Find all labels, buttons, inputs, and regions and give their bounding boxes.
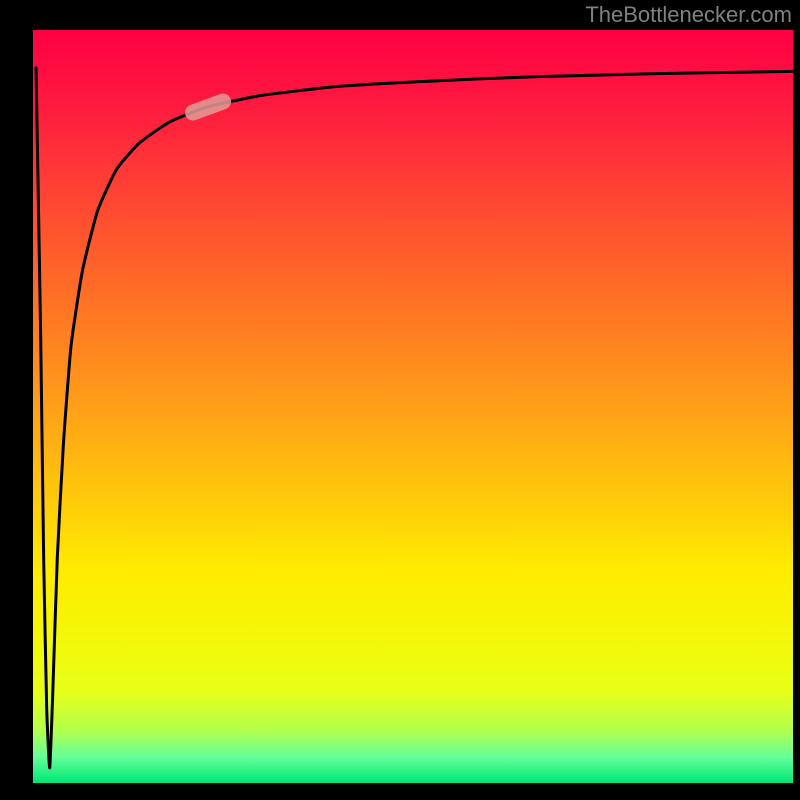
plot-area: [33, 30, 793, 783]
attribution-text: TheBottlenecker.com: [585, 2, 792, 28]
curve-svg: [33, 30, 793, 783]
curve-path: [36, 68, 793, 768]
chart-stage: TheBottlenecker.com: [0, 0, 800, 800]
